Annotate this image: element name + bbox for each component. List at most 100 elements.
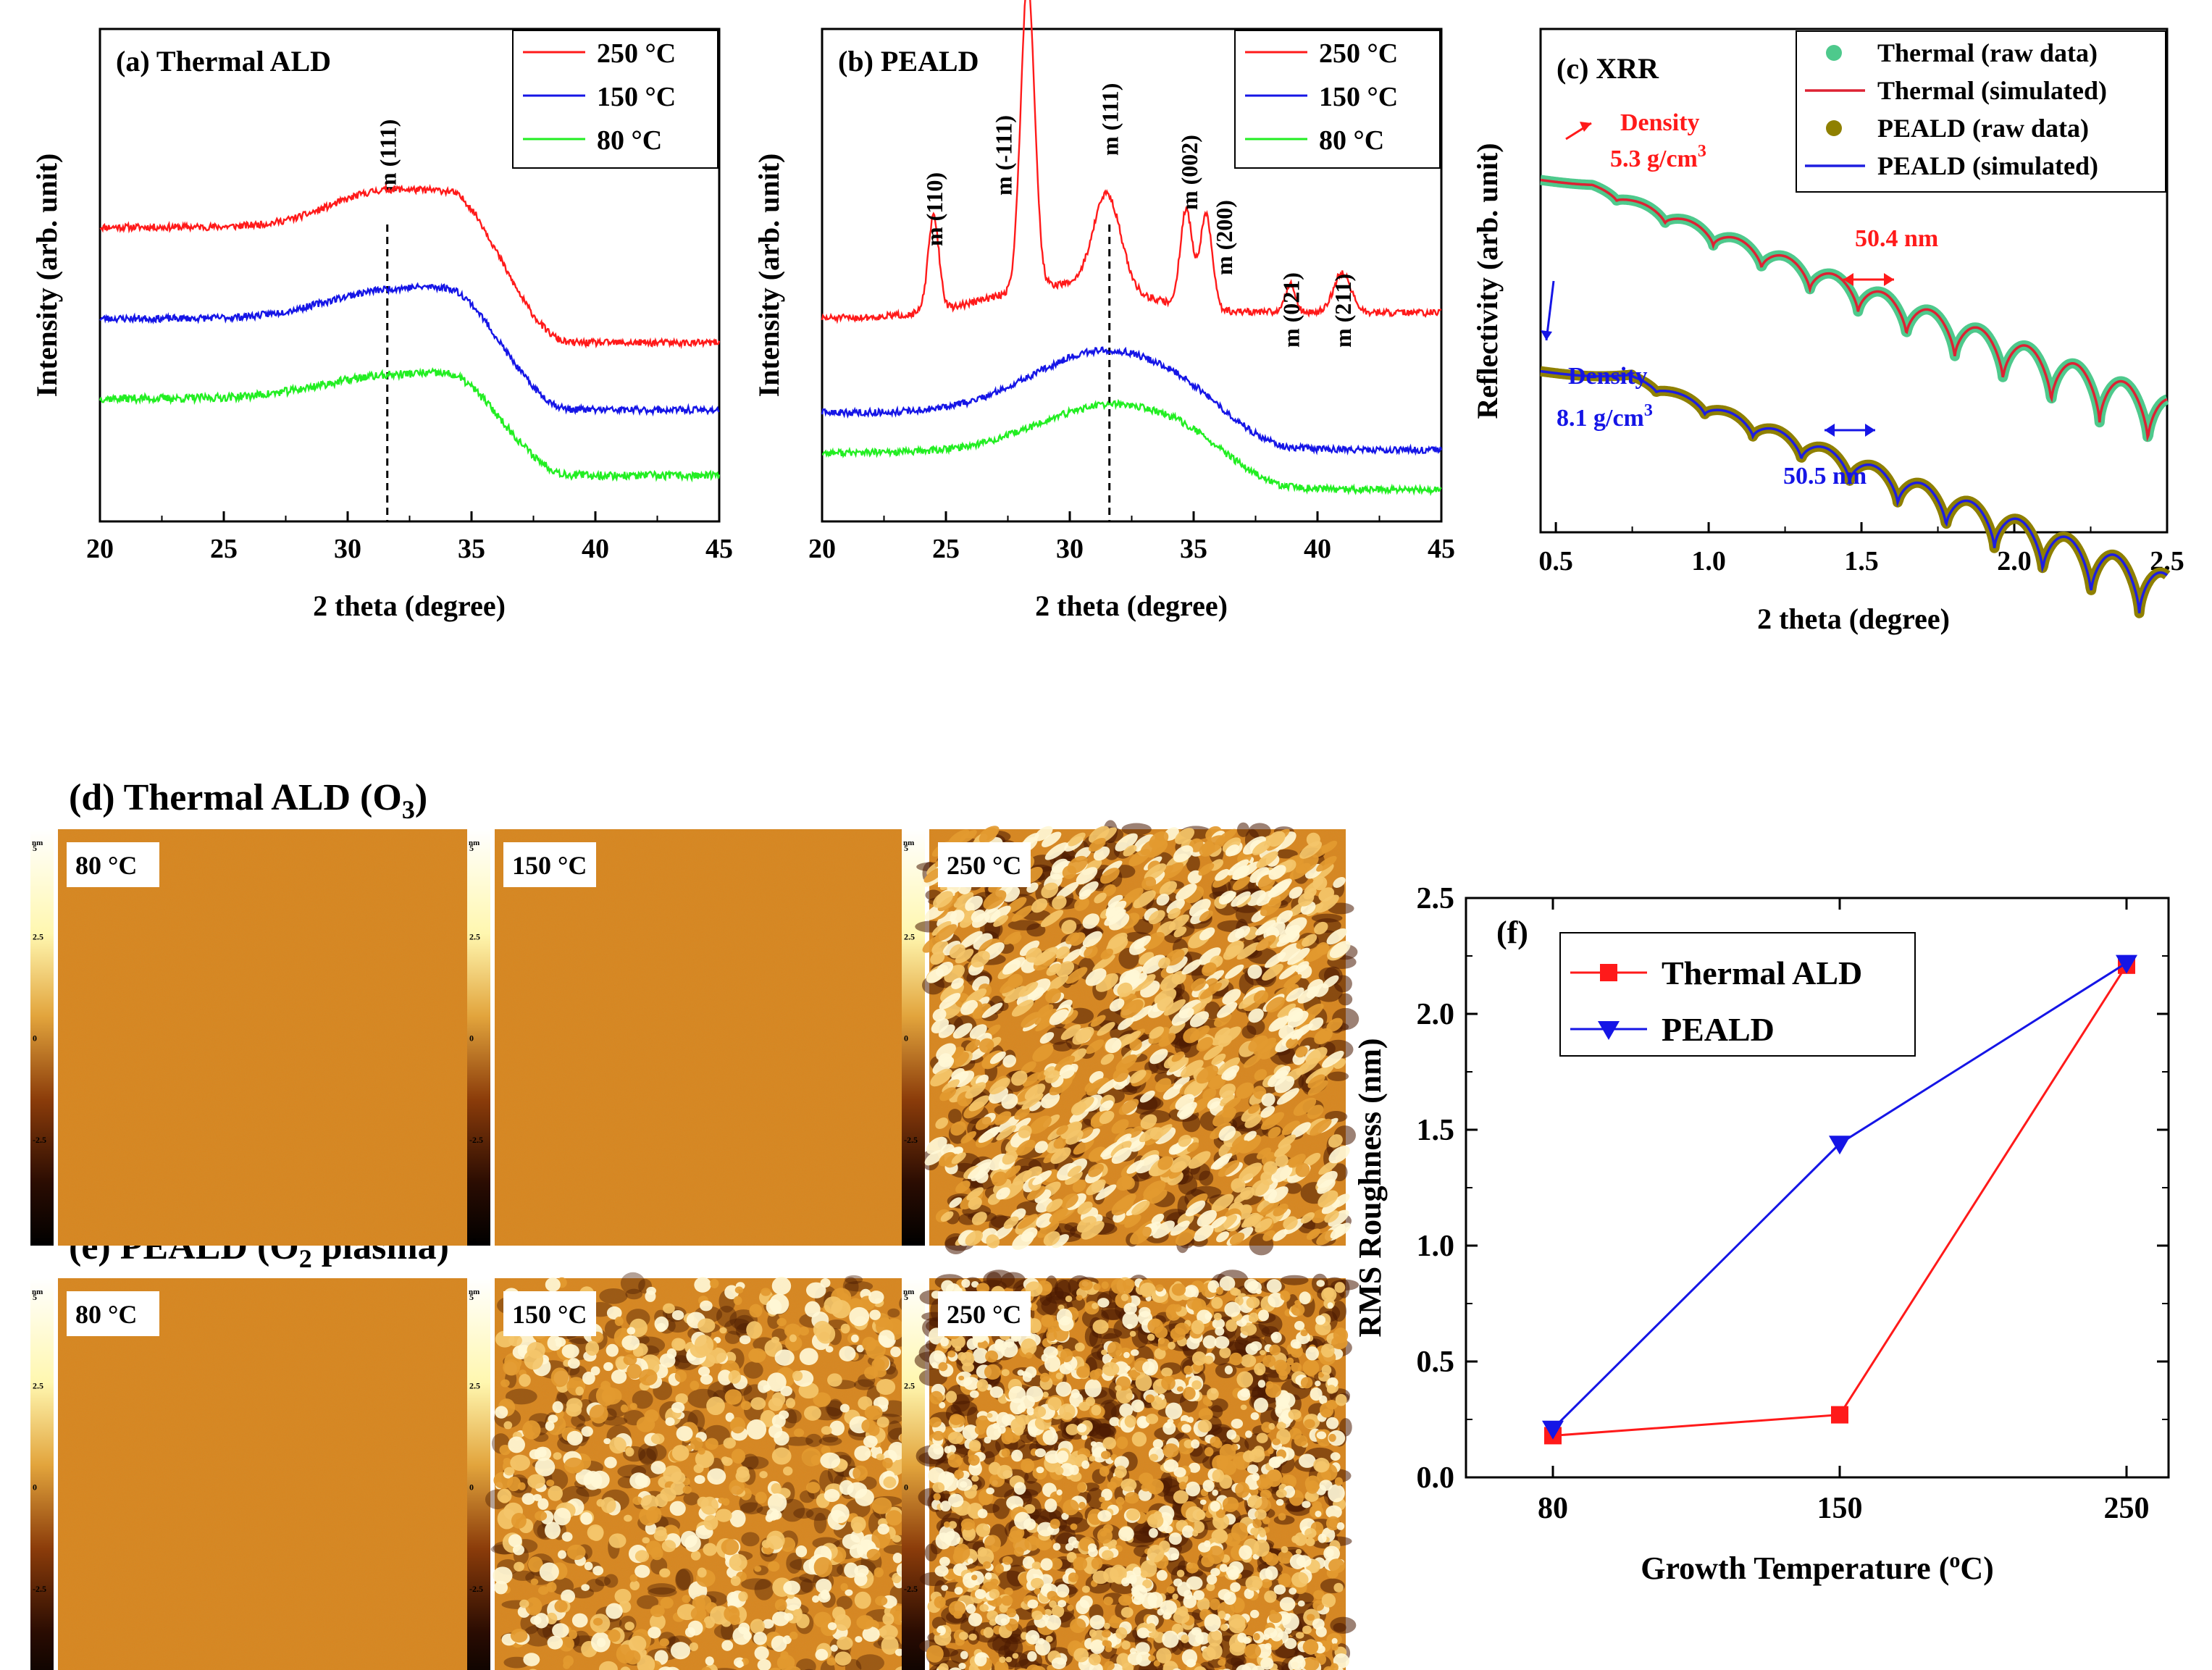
afm-grain xyxy=(1264,952,1286,968)
afm-grain xyxy=(508,1334,522,1347)
afm-grain xyxy=(1118,1595,1133,1606)
afm-grain xyxy=(1266,1279,1282,1293)
afm-grain xyxy=(1061,920,1077,935)
afm-grain xyxy=(989,1386,1004,1398)
afm-grain xyxy=(1215,828,1237,846)
temperature-label-box xyxy=(503,842,596,887)
afm-grain xyxy=(757,1658,771,1670)
afm-grain xyxy=(1298,1453,1316,1468)
afm-grain xyxy=(974,1589,986,1600)
afm-grain xyxy=(1302,1501,1311,1509)
afm-grain xyxy=(1077,1423,1087,1433)
afm-grain xyxy=(590,1366,600,1376)
afm-grain xyxy=(1147,1318,1164,1334)
arrowhead xyxy=(1825,424,1835,437)
afm-grain xyxy=(608,1533,627,1548)
afm-grain xyxy=(861,1419,876,1433)
afm-grain xyxy=(1105,1645,1113,1653)
afm-pit xyxy=(1178,1175,1198,1195)
afm-grain xyxy=(1152,1439,1164,1449)
thermal-density-label: Density xyxy=(1620,109,1700,136)
afm-grain xyxy=(813,1611,832,1628)
afm-grain xyxy=(500,1379,510,1388)
afm-grain xyxy=(738,1591,748,1602)
afm-grain xyxy=(1236,1082,1254,1099)
afm-pit xyxy=(505,1388,537,1405)
colorbar-tick: 0 xyxy=(469,1482,474,1493)
afm-grain xyxy=(947,1453,963,1468)
afm-grain xyxy=(979,1603,989,1612)
afm-grain xyxy=(1120,1031,1141,1046)
legend-label-1: 150 °C xyxy=(1319,82,1398,112)
afm-grain xyxy=(1111,1197,1134,1216)
afm-grain xyxy=(1315,1510,1322,1517)
afm-grain xyxy=(939,1556,950,1566)
afm-grain xyxy=(1057,1344,1063,1351)
afm-grain xyxy=(697,1366,711,1377)
afm-grain xyxy=(1252,1665,1265,1670)
afm-grain xyxy=(669,1501,686,1516)
afm-grain xyxy=(1289,886,1303,899)
afm-grain xyxy=(1316,942,1330,955)
afm-grain xyxy=(1199,927,1215,941)
afm-grain xyxy=(1102,1629,1111,1638)
afm-grain xyxy=(1176,884,1197,901)
afm-pit xyxy=(992,1498,1010,1519)
afm-grain xyxy=(1101,1281,1109,1289)
colorbar-tick: 0 xyxy=(469,1033,474,1044)
afm-grain xyxy=(784,1323,802,1338)
temperature-label: 80 °C xyxy=(75,851,137,880)
legend: Thermal (raw data)Thermal (simulated)PEA… xyxy=(1796,30,2166,193)
afm-grain xyxy=(721,1456,729,1464)
afm-grain xyxy=(1199,982,1223,999)
afm-grain xyxy=(1295,855,1319,874)
afm-grain xyxy=(1032,1044,1054,1062)
afm-grain xyxy=(1067,1165,1082,1177)
colorbar-tick: 2.5 xyxy=(33,931,43,941)
afm-grain xyxy=(1039,947,1058,962)
temperature-label-box xyxy=(938,842,1031,887)
afm-grain xyxy=(547,1335,562,1351)
afm-grain xyxy=(1183,1590,1193,1600)
afm-grain xyxy=(1010,1418,1026,1433)
afm-grain xyxy=(1212,1318,1226,1330)
afm-grain xyxy=(1037,1220,1060,1238)
afm-grain xyxy=(1055,1467,1064,1475)
arrowhead xyxy=(1865,424,1875,437)
afm-grain xyxy=(1165,956,1188,974)
afm-grain xyxy=(1269,1344,1281,1356)
afm-grain xyxy=(1170,1553,1179,1561)
afm-grain xyxy=(934,1596,946,1608)
afm-grain xyxy=(1268,1611,1282,1624)
afm-grain xyxy=(996,1187,1010,1200)
afm-grain xyxy=(1041,882,1059,899)
series-group xyxy=(99,183,721,483)
colorbar-tick: 5 xyxy=(904,1292,908,1302)
afm-grain xyxy=(950,910,965,924)
afm-grain xyxy=(755,1491,767,1504)
afm-grain xyxy=(1123,1302,1137,1315)
afm-grain xyxy=(1021,1093,1044,1110)
legend-label-0: 250 °C xyxy=(1319,38,1398,69)
afm-grain xyxy=(1180,1060,1204,1078)
afm-grain xyxy=(1299,841,1323,859)
afm-grain xyxy=(1089,1369,1100,1380)
afm-grain xyxy=(1026,1629,1040,1645)
afm-grain xyxy=(1130,1349,1139,1356)
afm-grain xyxy=(1022,1166,1042,1183)
afm-pit xyxy=(639,1448,657,1466)
afm-pit xyxy=(620,1272,645,1295)
afm-grain xyxy=(1034,1008,1057,1025)
afm-grain xyxy=(935,1117,949,1129)
afm-grain xyxy=(850,1334,859,1343)
colorbar xyxy=(902,1278,925,1670)
afm-grain xyxy=(766,1508,779,1521)
afm-grain xyxy=(882,1613,895,1626)
afm-grain xyxy=(646,1506,662,1524)
afm-grain xyxy=(650,1433,665,1445)
afm-grain xyxy=(1001,1595,1013,1606)
afm-grain xyxy=(944,1445,952,1453)
afm-grain xyxy=(934,1565,949,1577)
afm-grain xyxy=(690,1380,700,1390)
afm-grain xyxy=(1078,1501,1086,1509)
